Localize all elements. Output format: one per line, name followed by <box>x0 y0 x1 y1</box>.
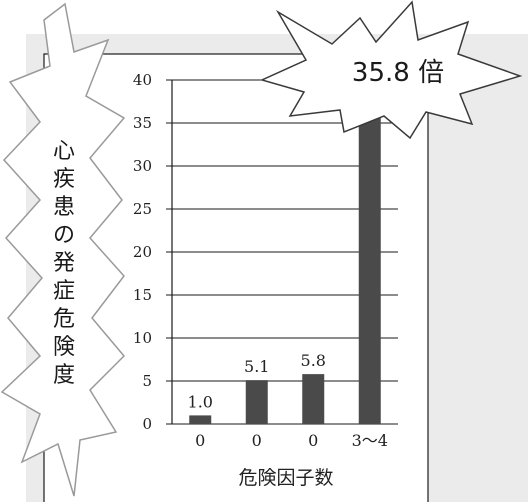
y-tick-label: 40 <box>133 71 152 89</box>
data-label: 5.1 <box>244 357 269 376</box>
y-tick-label: 10 <box>133 329 152 347</box>
y-tick-label: 30 <box>133 157 152 175</box>
x-tick-label: 3～4 <box>352 431 388 450</box>
y-tick-label: 5 <box>142 372 152 390</box>
callout-burst-shape <box>259 0 523 140</box>
x-axis-title: 危険因子数 <box>238 467 333 489</box>
y-tick-labels: 0 5 10 15 20 25 30 35 40 <box>133 71 152 433</box>
y-tick-label: 25 <box>133 200 152 218</box>
category-labels: 0 0 0 3～4 <box>195 431 388 450</box>
data-labels: 1.0 5.1 5.8 <box>188 351 326 411</box>
y-tick-label: 15 <box>133 286 152 304</box>
bars <box>189 116 381 425</box>
y-axis-title: 心疾患の発症危険度 <box>53 139 75 388</box>
data-label: 5.8 <box>301 351 326 370</box>
y-tick-label: 35 <box>133 114 152 132</box>
x-tick-label: 0 <box>308 431 318 450</box>
ylabel-burst-shape <box>0 2 126 497</box>
y-tick-label: 0 <box>142 415 152 433</box>
bar <box>358 116 381 425</box>
y-tick-label: 20 <box>133 243 152 261</box>
x-tick-label: 0 <box>252 431 262 450</box>
bar <box>302 374 325 424</box>
callout-text: 35.8 倍 <box>352 58 444 88</box>
data-label: 1.0 <box>188 392 213 411</box>
bar <box>245 380 268 424</box>
x-tick-label: 0 <box>195 431 205 450</box>
bar <box>189 415 212 424</box>
